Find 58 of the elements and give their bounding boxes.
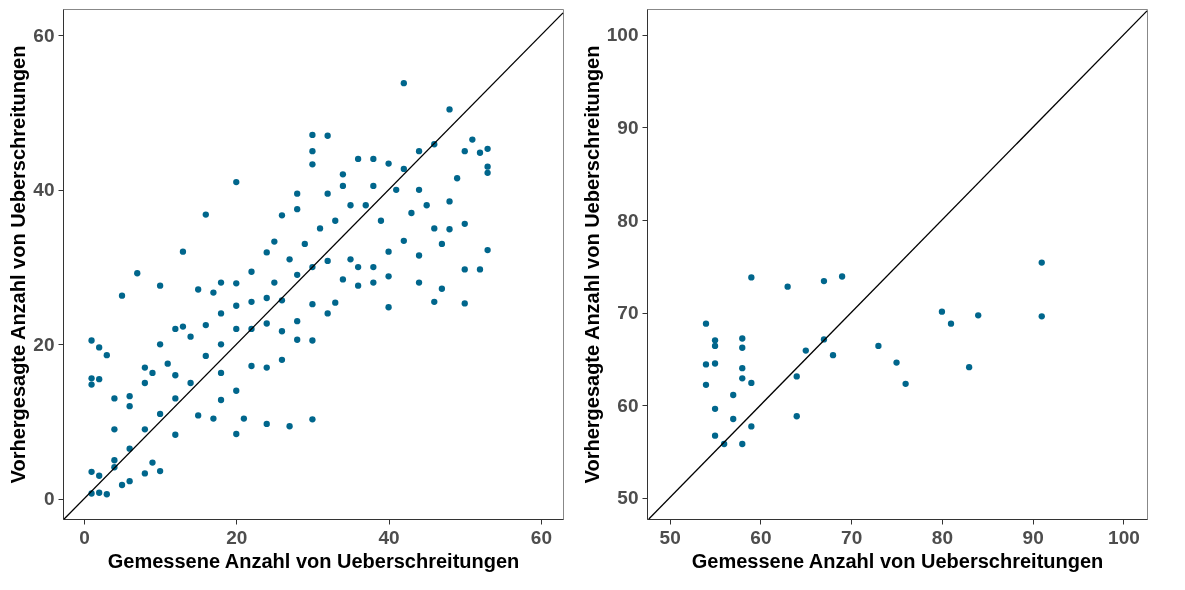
- point: [711, 405, 719, 413]
- point: [802, 347, 809, 354]
- x-tick-label: 70: [841, 526, 863, 548]
- point: [702, 381, 710, 388]
- point: [748, 274, 755, 281]
- x-tick-label: 100: [1108, 526, 1140, 548]
- point: [711, 337, 719, 344]
- point: [1038, 313, 1045, 320]
- x-axis-title: Gemessene Anzahl von Ueberschreitungen: [107, 549, 520, 572]
- x-tick-label: 20: [226, 526, 248, 548]
- point: [730, 391, 737, 399]
- y-tick-label: 60: [33, 24, 55, 46]
- point: [784, 283, 791, 290]
- y-tick-label: 0: [43, 488, 55, 510]
- x-tick-label: 0: [79, 526, 90, 548]
- y-tick-label: 100: [606, 24, 639, 46]
- point: [793, 373, 800, 380]
- point: [739, 364, 746, 372]
- point: [902, 380, 909, 388]
- point: [711, 432, 719, 439]
- y-tick-label: 80: [617, 209, 639, 231]
- x-tick-label: 60: [750, 526, 772, 548]
- point: [739, 335, 746, 342]
- x-tick-label: 80: [931, 526, 953, 548]
- point: [838, 273, 846, 280]
- point: [702, 361, 710, 368]
- y-tick-label: 20: [33, 333, 55, 355]
- point: [893, 359, 900, 366]
- point: [748, 423, 755, 430]
- point: [702, 320, 710, 327]
- y-tick-label: 70: [617, 302, 639, 324]
- point: [947, 320, 955, 327]
- point: [1038, 259, 1045, 266]
- x-tick-label: 40: [378, 526, 400, 548]
- point: [975, 312, 982, 319]
- point: [711, 360, 719, 367]
- x-axis-title: Gemessene Anzahl von Ueberschreitungen: [691, 549, 1104, 572]
- y-tick-label: 90: [617, 116, 639, 138]
- point: [829, 352, 837, 359]
- point: [711, 342, 719, 350]
- y-axis-title: Vorhergesagte Anzahl von Ueberschreitungen: [580, 45, 603, 484]
- point: [730, 415, 737, 423]
- point: [748, 379, 755, 387]
- point: [739, 344, 746, 351]
- y-tick-label: 50: [617, 487, 639, 509]
- x-tick-label: 60: [530, 526, 552, 548]
- y-tick-label: 60: [617, 394, 639, 416]
- point: [875, 342, 882, 350]
- point: [793, 413, 800, 420]
- point: [938, 308, 946, 315]
- x-tick-label: 90: [1022, 526, 1044, 548]
- point: [739, 375, 746, 382]
- y-tick-label: 40: [33, 179, 55, 201]
- point: [820, 277, 828, 285]
- x-tick-label: 50: [659, 526, 681, 548]
- point: [965, 364, 973, 371]
- y-axis-title: Vorhergesagte Anzahl von Ueberschreitungen: [7, 45, 30, 484]
- point: [739, 440, 746, 448]
